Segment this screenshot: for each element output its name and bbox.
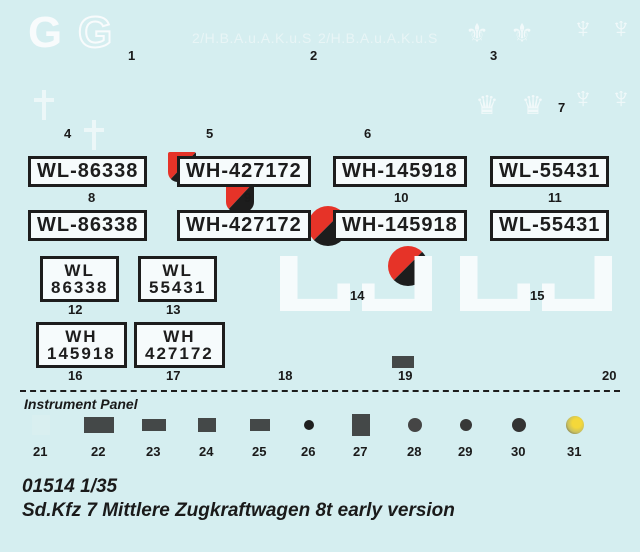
num-16: 16 xyxy=(68,368,82,383)
plate: WH-145918 xyxy=(333,210,467,241)
num-7: 7 xyxy=(558,100,565,115)
plate-line1: WL xyxy=(64,262,94,279)
emblem-cross xyxy=(32,90,56,120)
num-5: 5 xyxy=(206,126,213,141)
instrument-item-23 xyxy=(142,419,166,431)
num-28: 28 xyxy=(407,444,421,459)
num-31: 31 xyxy=(567,444,581,459)
plate-square: WL 55431 xyxy=(138,256,217,302)
plate: WH-145918 xyxy=(333,156,467,187)
instrument-item-25 xyxy=(250,419,270,431)
emblem-wave: ♛ xyxy=(470,90,504,120)
num-11: 11 xyxy=(548,190,562,205)
emblem-eagle: ♆ xyxy=(604,84,638,114)
num-22: 22 xyxy=(91,444,105,459)
num-24: 24 xyxy=(199,444,213,459)
num-1: 1 xyxy=(128,48,135,63)
num-17: 17 xyxy=(166,368,180,383)
emblem-cross xyxy=(82,120,106,150)
plate-line1: WH xyxy=(65,328,97,345)
num-8: 8 xyxy=(88,190,95,205)
instrument-panel-label: Instrument Panel xyxy=(24,396,138,412)
num-2: 2 xyxy=(310,48,317,63)
num-30: 30 xyxy=(511,444,525,459)
plate-line2: 86338 xyxy=(51,279,108,296)
emblem-eagle: ♆ xyxy=(566,84,600,114)
product-name: Sd.Kfz 7 Mittlere Zugkraftwagen 8t early… xyxy=(22,500,455,522)
num-27: 27 xyxy=(353,444,367,459)
plate-line2: 55431 xyxy=(149,279,206,296)
num-26: 26 xyxy=(301,444,315,459)
emblem-eagle: ♆ xyxy=(566,14,600,44)
num-21: 21 xyxy=(33,444,47,459)
num-13: 13 xyxy=(166,302,180,317)
decal-sheet: G G 1 2/H.B.A.u.A.K.u.S 2/H.B.A.u.A.K.u.… xyxy=(0,0,640,552)
plate-line1: WH xyxy=(163,328,195,345)
plate: WL-86338 xyxy=(28,210,147,241)
instrument-item-28 xyxy=(408,418,422,432)
separator-dashed xyxy=(20,390,620,392)
emblem-eagle: ♆ xyxy=(604,14,638,44)
instrument-item-21 xyxy=(32,415,50,435)
instrument-item-26 xyxy=(304,420,314,430)
angle-shape xyxy=(460,256,530,311)
num-18: 18 xyxy=(278,368,292,383)
instrument-item-30 xyxy=(512,418,526,432)
plate-square: WH 427172 xyxy=(134,322,225,368)
decal-faint-text: 2/H.B.A.u.A.K.u.S xyxy=(192,30,312,46)
plate: WH-427172 xyxy=(177,156,311,187)
num-25: 25 xyxy=(252,444,266,459)
num-3: 3 xyxy=(490,48,497,63)
plate-square: WH 145918 xyxy=(36,322,127,368)
product-code: 01514 1/35 xyxy=(22,476,117,498)
num-29: 29 xyxy=(458,444,472,459)
plate: WH-427172 xyxy=(177,210,311,241)
num-19: 19 xyxy=(398,368,412,383)
num-14: 14 xyxy=(350,288,364,303)
emblem-eagle: ⚜ xyxy=(460,18,494,48)
emblem-wave: ♛ xyxy=(516,90,550,120)
num-23: 23 xyxy=(146,444,160,459)
decal-g: G xyxy=(28,8,62,58)
instrument-item-31 xyxy=(566,416,584,434)
num-12: 12 xyxy=(68,302,82,317)
plate-square: WL 86338 xyxy=(40,256,119,302)
num-6: 6 xyxy=(364,126,371,141)
instrument-item-27 xyxy=(352,414,370,436)
plate: WL-55431 xyxy=(490,210,609,241)
num-9: 9 xyxy=(244,190,251,205)
plate-line1: WL xyxy=(162,262,192,279)
num-15: 15 xyxy=(530,288,544,303)
emblem-eagle: ⚜ xyxy=(505,18,539,48)
plate-line2: 145918 xyxy=(47,345,116,362)
num-10: 10 xyxy=(394,190,408,205)
decal-g-outline: G xyxy=(78,8,112,58)
num-20: 20 xyxy=(602,368,616,383)
angle-shape xyxy=(280,256,350,311)
angle-shape xyxy=(542,256,612,311)
instrument-item-22 xyxy=(84,417,114,433)
instrument-item-29 xyxy=(460,419,472,431)
plate: WL-86338 xyxy=(28,156,147,187)
plate-line2: 427172 xyxy=(145,345,214,362)
plate: WL-55431 xyxy=(490,156,609,187)
instrument-item-24 xyxy=(198,418,216,432)
num-4: 4 xyxy=(64,126,71,141)
decal-faint-text: 2/H.B.A.u.A.K.u.S xyxy=(318,30,438,46)
small-placard xyxy=(392,356,414,368)
